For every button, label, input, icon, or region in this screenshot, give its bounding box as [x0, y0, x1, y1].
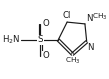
- Text: Cl: Cl: [62, 11, 70, 20]
- Text: CH$_3$: CH$_3$: [65, 56, 80, 66]
- Text: H$_2$N: H$_2$N: [2, 34, 20, 46]
- Text: CH$_3$: CH$_3$: [92, 12, 108, 22]
- Text: N: N: [88, 43, 94, 52]
- Text: N: N: [86, 14, 92, 23]
- Text: S: S: [38, 35, 43, 44]
- Text: O: O: [42, 52, 49, 61]
- Text: O: O: [42, 19, 49, 28]
